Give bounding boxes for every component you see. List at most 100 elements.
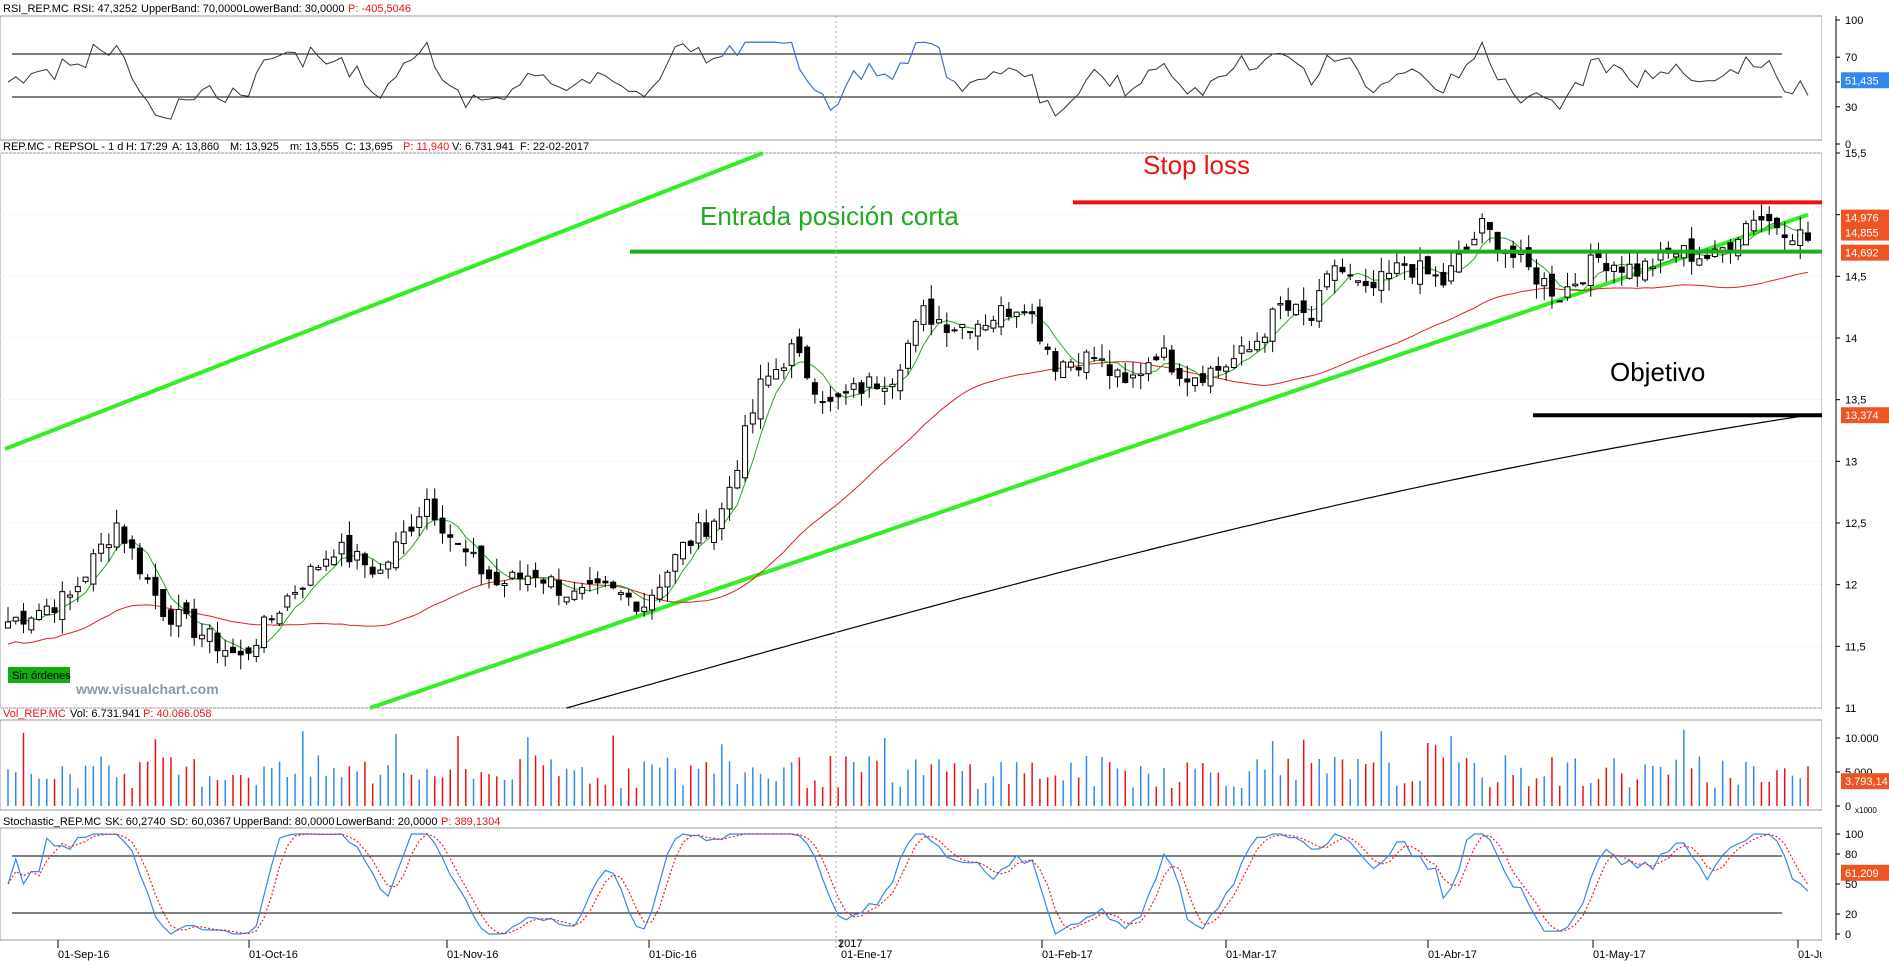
candle	[43, 598, 50, 616]
candle	[625, 589, 632, 606]
candle	[1067, 358, 1074, 372]
price-header-name: REP.MC - REPSOL - 1 d	[3, 141, 123, 153]
candle-body	[268, 618, 275, 621]
candle	[1766, 206, 1773, 235]
candle-body	[1114, 369, 1121, 378]
candle	[1611, 261, 1618, 284]
candle-body	[749, 412, 756, 425]
price-tick-label: 14	[1845, 333, 1857, 345]
candle	[408, 514, 415, 537]
candle-body	[1339, 266, 1346, 273]
candle-body	[1370, 281, 1377, 289]
candle	[1789, 234, 1796, 246]
candle	[74, 576, 81, 603]
candle-body	[1750, 219, 1757, 232]
candle	[524, 564, 531, 592]
candle	[1556, 300, 1563, 303]
stoch-badge-text: 61,209	[1845, 868, 1879, 880]
candle	[742, 414, 749, 482]
candle-body	[36, 610, 43, 621]
candle-body	[222, 650, 229, 657]
stochastic-panel[interactable]: Stochastic_REP.MC SK: 60,2740 SD: 60,036…	[0, 816, 1823, 941]
candle-body	[742, 425, 749, 479]
candle	[1044, 343, 1051, 355]
candle-body	[540, 579, 547, 584]
candle	[1541, 272, 1548, 300]
candle	[905, 339, 911, 375]
candle-body	[1448, 265, 1455, 282]
candle	[1254, 332, 1261, 352]
candle-body	[206, 628, 213, 642]
candle-body	[928, 298, 935, 325]
candle	[470, 537, 477, 558]
candle	[237, 639, 244, 670]
candle	[1355, 280, 1361, 287]
candle-body	[1541, 278, 1548, 287]
candle	[136, 543, 143, 580]
candle	[656, 574, 663, 603]
candle-body	[167, 609, 174, 625]
candle-body	[1215, 365, 1222, 371]
candle-body	[1005, 308, 1012, 317]
candle-body	[1440, 271, 1447, 286]
candle	[253, 638, 260, 663]
candle-body	[586, 579, 593, 585]
rsi-panel[interactable]: RSI_REP.MC RSI: 47,3252 UpperBand: 70,00…	[0, 3, 1823, 141]
candle-body	[1626, 263, 1633, 279]
candle-body	[1789, 240, 1796, 246]
candle	[1292, 303, 1299, 317]
candle-body	[323, 558, 330, 567]
candle	[1548, 265, 1555, 309]
candle	[687, 539, 694, 555]
price-panel[interactable]: REP.MC - REPSOL - 1 d H: 17:29 A: 13,860…	[0, 141, 1836, 710]
candle	[105, 533, 112, 562]
candle	[1192, 377, 1199, 392]
candle	[160, 589, 167, 622]
candle	[1323, 270, 1330, 291]
candle	[292, 585, 299, 600]
candle	[486, 565, 493, 589]
candle	[299, 586, 306, 599]
candle-body	[1611, 264, 1618, 272]
candle	[1432, 266, 1439, 287]
candle	[517, 560, 524, 591]
candle-body	[1766, 213, 1773, 222]
candle-body	[455, 542, 461, 545]
x-axis-label: 01-Mar-17	[1226, 949, 1277, 961]
candle	[532, 562, 539, 588]
candle-body	[478, 545, 485, 575]
candle-body	[1393, 262, 1400, 274]
price-tick-label: 15,5	[1845, 148, 1866, 160]
candle-body	[1479, 218, 1486, 234]
candle-body	[1696, 258, 1703, 266]
candle-body	[416, 516, 423, 528]
candle	[462, 539, 469, 567]
candle	[648, 589, 655, 620]
candle-body	[5, 621, 11, 629]
candle	[959, 323, 966, 340]
volume-panel[interactable]: Vol_REP.MC Vol: 6.731.941 P: 40.066.058	[0, 708, 1823, 811]
candle	[1773, 216, 1780, 235]
candle-body	[470, 551, 477, 555]
candle-body	[555, 580, 562, 596]
candle	[1603, 250, 1610, 282]
candle-body	[1347, 274, 1354, 277]
candle	[664, 570, 671, 602]
candle-body	[687, 540, 694, 546]
candle-body	[1432, 274, 1439, 277]
candle	[1471, 231, 1478, 246]
candle	[835, 391, 842, 410]
channel-trendline[interactable]	[4, 151, 764, 451]
candle-body	[67, 594, 74, 598]
candle-body	[1044, 346, 1051, 350]
rsi-tick-label: 30	[1845, 102, 1857, 114]
candle-body	[1261, 336, 1268, 343]
candle	[230, 638, 236, 654]
candle	[734, 460, 741, 490]
candle	[1122, 362, 1129, 384]
candle	[1742, 220, 1749, 246]
candle-body	[625, 592, 632, 598]
rsi-header-upper: UpperBand: 70,0000	[141, 3, 243, 15]
candle-body	[571, 590, 578, 600]
